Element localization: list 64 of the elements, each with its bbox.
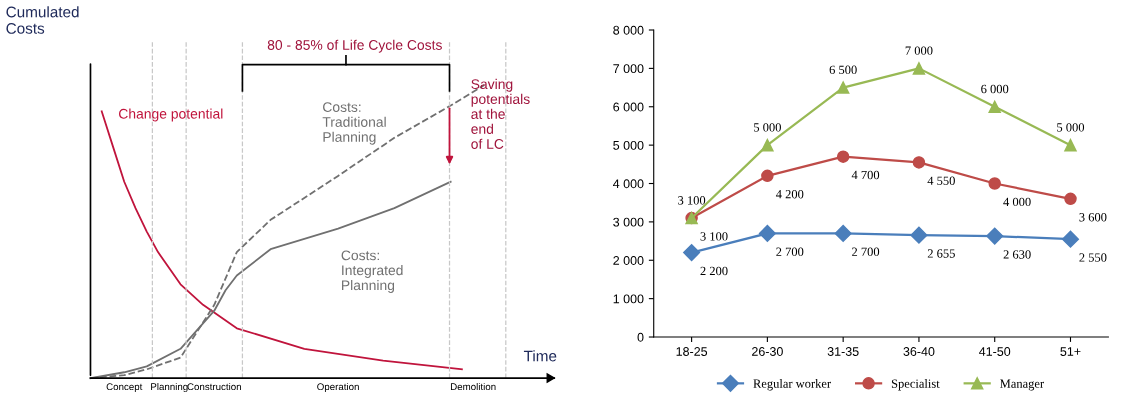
data-label: 6 000 (981, 84, 1009, 94)
point (1061, 230, 1080, 248)
series-label: Costs: Integrated Planning (341, 250, 403, 293)
y-axis-title: Cumulated Costs (6, 6, 79, 34)
x-tick-label: Demolition (450, 382, 496, 391)
x-tick-label: 18-25 (676, 347, 708, 356)
y-tick-label: 0 (637, 332, 644, 342)
y-tick-label: 2 000 (613, 256, 644, 265)
point (912, 156, 926, 169)
legend-label: Specialist (891, 379, 940, 391)
data-label: 4 550 (927, 176, 955, 185)
y-tick-label: 7 000 (613, 64, 644, 74)
data-label: 3 100 (700, 232, 728, 241)
y-tick-label: 1 000 (613, 294, 644, 304)
annotation: Saving potentials at the end of LC (471, 78, 530, 149)
legend-label: Regular worker (753, 379, 831, 391)
data-label: 7 000 (905, 46, 933, 55)
point (910, 226, 928, 244)
x-tick-label: Planning (151, 382, 188, 393)
y-tick-label: 4 000 (613, 179, 644, 189)
data-label: 5 000 (1057, 123, 1085, 132)
x-tick-label: 31-35 (827, 347, 859, 356)
data-label: 4 200 (775, 189, 804, 199)
point (912, 62, 926, 75)
point (758, 224, 776, 242)
data-label: 2 550 (1079, 253, 1107, 262)
point (836, 81, 850, 94)
y-tick-label: 5 000 (613, 140, 644, 150)
text: 80 - 85% of Life Cycle Costs (267, 39, 442, 53)
data-label: 5 000 (754, 123, 781, 132)
data-label: 4 000 (1003, 197, 1031, 207)
point (834, 224, 852, 242)
y-tick-label: 3 000 (613, 217, 644, 227)
x-tick-label: 41-50 (979, 347, 1011, 356)
x-tick-label: 36-40 (903, 347, 935, 356)
x-axis-title: Time (523, 350, 557, 362)
point (988, 100, 1001, 114)
point (1064, 138, 1077, 152)
y-tick-label: 6 000 (613, 102, 644, 112)
y-tick-label: 8 000 (613, 25, 644, 35)
series-label: Change potential (119, 108, 223, 122)
data-label: 3 100 (678, 196, 706, 205)
point (986, 227, 1004, 245)
point (988, 177, 1001, 190)
x-tick-label: 51+ (1060, 347, 1081, 356)
point (1064, 192, 1077, 206)
x-tick-label: Operation (317, 382, 359, 393)
point (836, 150, 850, 163)
data-label: 2 200 (700, 266, 728, 276)
data-label: 2 655 (927, 249, 955, 258)
x-tick-label: Construction (187, 382, 241, 391)
x-tick-label: Concept (106, 383, 143, 393)
legend-label: Manager (1000, 379, 1044, 391)
data-label: 2 630 (1003, 250, 1031, 259)
data-label: 3 600 (1079, 213, 1107, 222)
data-label: 2 700 (852, 247, 880, 256)
point (683, 244, 701, 262)
data-label: 6 500 (829, 65, 857, 75)
x-tick-label: 26-30 (752, 347, 783, 356)
series-label: Costs: Traditional Planning (322, 102, 386, 145)
point (761, 169, 774, 183)
point (761, 138, 774, 152)
data-label: 2 700 (776, 247, 804, 256)
data-label: 4 700 (851, 170, 880, 180)
